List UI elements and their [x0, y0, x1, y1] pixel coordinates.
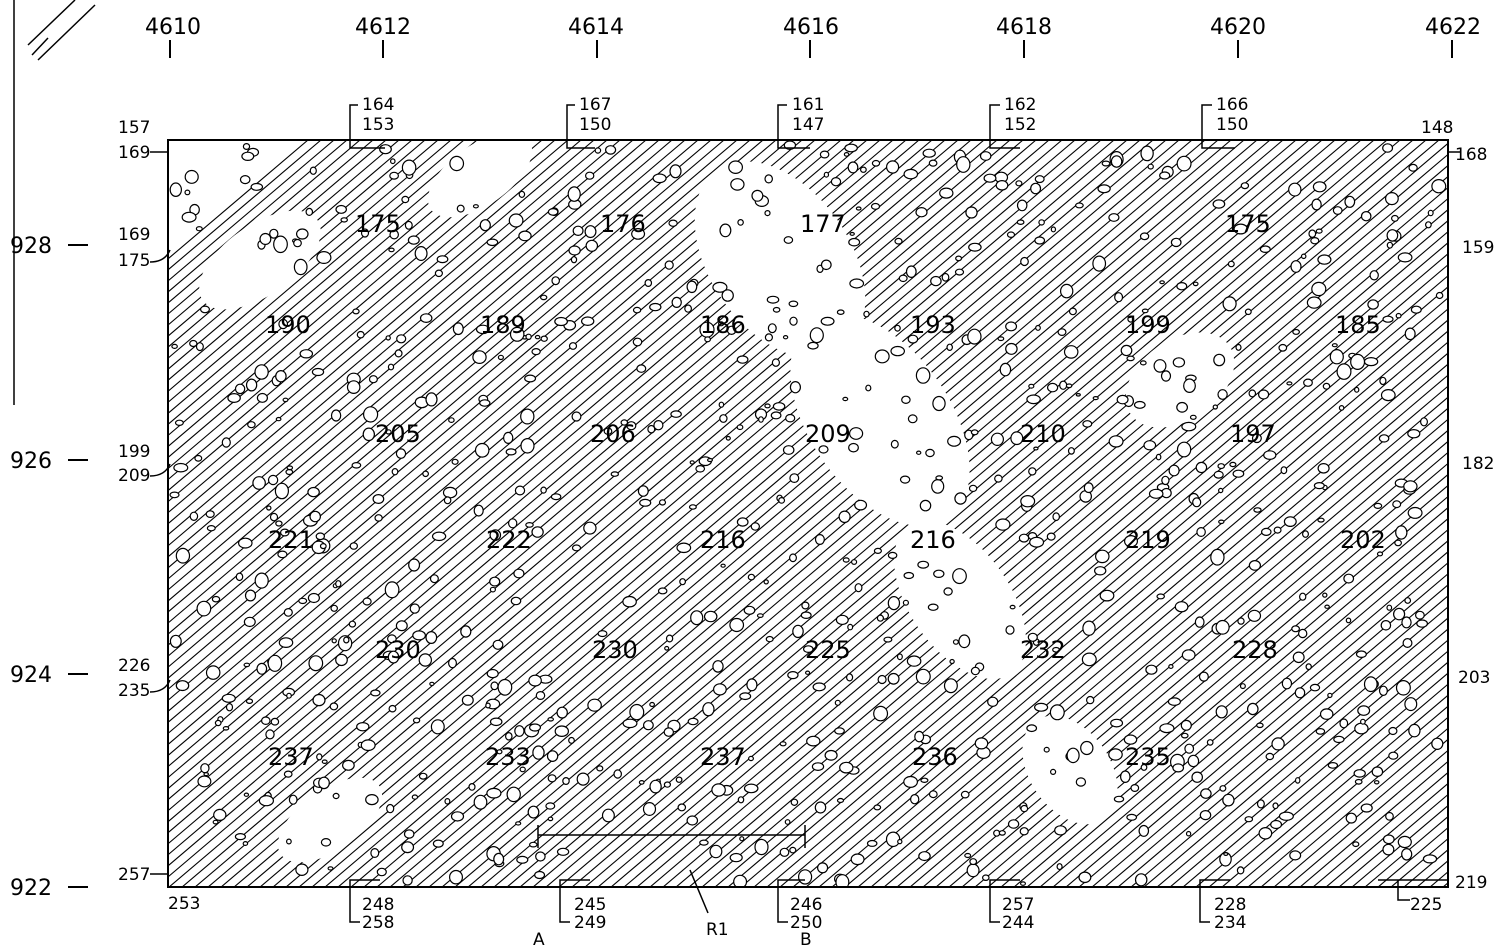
elevation-label: 148: [1421, 118, 1453, 138]
elevation-label: 209: [118, 466, 150, 486]
spot-height: 233: [485, 743, 531, 771]
bottom-mark-lower: 234: [1214, 913, 1246, 933]
spot-height: 193: [910, 311, 956, 339]
spot-height: 236: [912, 743, 958, 771]
easting-ticks: [169, 40, 1453, 58]
top-mark-lower: 147: [792, 115, 824, 135]
spot-height: 206: [590, 420, 636, 448]
easting-label: 4622: [1425, 15, 1481, 40]
elevation-label: 169: [118, 225, 150, 245]
elevation-label: 157: [118, 118, 150, 138]
spot-height: 199: [1125, 311, 1171, 339]
bottom-mark-lower: 244: [1002, 913, 1034, 933]
spot-height: 175: [1225, 210, 1271, 238]
spot-height: 177: [800, 210, 846, 238]
elevation-label: 225: [1410, 895, 1442, 915]
spot-height: 235: [1125, 743, 1171, 771]
elevation-label: 182: [1462, 454, 1494, 474]
spot-height: 197: [1230, 420, 1276, 448]
elevation-label: 219: [1455, 873, 1487, 893]
section-marker-r1: R1: [706, 920, 729, 940]
northing-label: 922: [10, 876, 52, 901]
top-mark-lower: 150: [1216, 115, 1248, 135]
elevation-label: 175: [118, 251, 150, 271]
easting-label: 4616: [783, 15, 839, 40]
bottom-mark-upper: 246: [790, 895, 822, 915]
top-mark-lower: 153: [362, 115, 394, 135]
elevation-label: 169: [118, 143, 150, 163]
spot-height: 228: [1232, 636, 1278, 664]
top-mark-upper: 167: [579, 95, 611, 115]
easting-label: 4614: [568, 15, 624, 40]
top-mark-lower: 150: [579, 115, 611, 135]
spot-height: 175: [355, 210, 401, 238]
spot-height: 232: [1020, 636, 1066, 664]
easting-label: 4620: [1210, 15, 1266, 40]
spot-height: 219: [1125, 526, 1171, 554]
spot-height: 216: [700, 526, 746, 554]
left-elevation-leaders: [149, 151, 171, 875]
bottom-mark-lower: 250: [790, 913, 822, 933]
easting-label: 4610: [145, 15, 201, 40]
bottom-mark-lower: 249: [574, 913, 606, 933]
stone-outlines: [169, 140, 1447, 887]
section-line: [537, 825, 806, 914]
spot-height: 230: [592, 636, 638, 664]
easting-label: 4612: [355, 15, 411, 40]
right-elevation-leaders: [1378, 151, 1460, 901]
spot-height: 222: [486, 526, 532, 554]
spot-height: 209: [805, 420, 851, 448]
spot-height: 216: [910, 526, 956, 554]
northing-label: 928: [10, 234, 52, 259]
elevation-label: 253: [168, 894, 200, 914]
northing-label: 924: [10, 663, 52, 688]
bottom-mark-upper: 228: [1214, 895, 1246, 915]
spot-height: 190: [265, 311, 311, 339]
section-label-a: A: [533, 930, 545, 947]
elevation-label: 203: [1458, 668, 1490, 688]
top-section-brackets: [349, 104, 1235, 149]
elevation-label: 199: [118, 442, 150, 462]
bottom-mark-lower: 258: [362, 913, 394, 933]
bottom-mark-upper: 248: [362, 895, 394, 915]
spot-height: 205: [375, 420, 421, 448]
spot-height: 225: [805, 636, 851, 664]
spot-height: 237: [700, 743, 746, 771]
spot-height: 202: [1340, 526, 1386, 554]
bottom-section-brackets: [349, 879, 1230, 923]
elevation-label: 226: [118, 656, 150, 676]
top-mark-lower: 152: [1004, 115, 1036, 135]
spot-height: 186: [700, 311, 746, 339]
corner-marker: [13, 0, 96, 405]
northing-dashes: [68, 244, 88, 888]
elevation-label: 235: [118, 681, 150, 701]
top-mark-upper: 162: [1004, 95, 1036, 115]
spot-height: 221: [268, 526, 314, 554]
elevation-label: 159: [1462, 238, 1494, 258]
spot-height: 237: [268, 743, 314, 771]
top-mark-upper: 164: [362, 95, 394, 115]
section-label-b: B: [800, 930, 812, 947]
plan-frame: [167, 139, 1449, 888]
interior-values: 175 176 177 175 190 189 186 193 199 185 …: [265, 210, 1386, 771]
spot-height: 230: [375, 636, 421, 664]
northing-label: 926: [10, 449, 52, 474]
elevation-label: 257: [118, 865, 150, 885]
spot-height: 176: [600, 210, 646, 238]
top-mark-upper: 161: [792, 95, 824, 115]
elevation-label: 168: [1455, 145, 1487, 165]
easting-label: 4618: [996, 15, 1052, 40]
bottom-mark-upper: 257: [1002, 895, 1034, 915]
spot-height: 185: [1335, 311, 1381, 339]
spot-height: 189: [480, 311, 526, 339]
bottom-mark-upper: 245: [574, 895, 606, 915]
spot-height: 210: [1020, 420, 1066, 448]
top-mark-upper: 166: [1216, 95, 1248, 115]
